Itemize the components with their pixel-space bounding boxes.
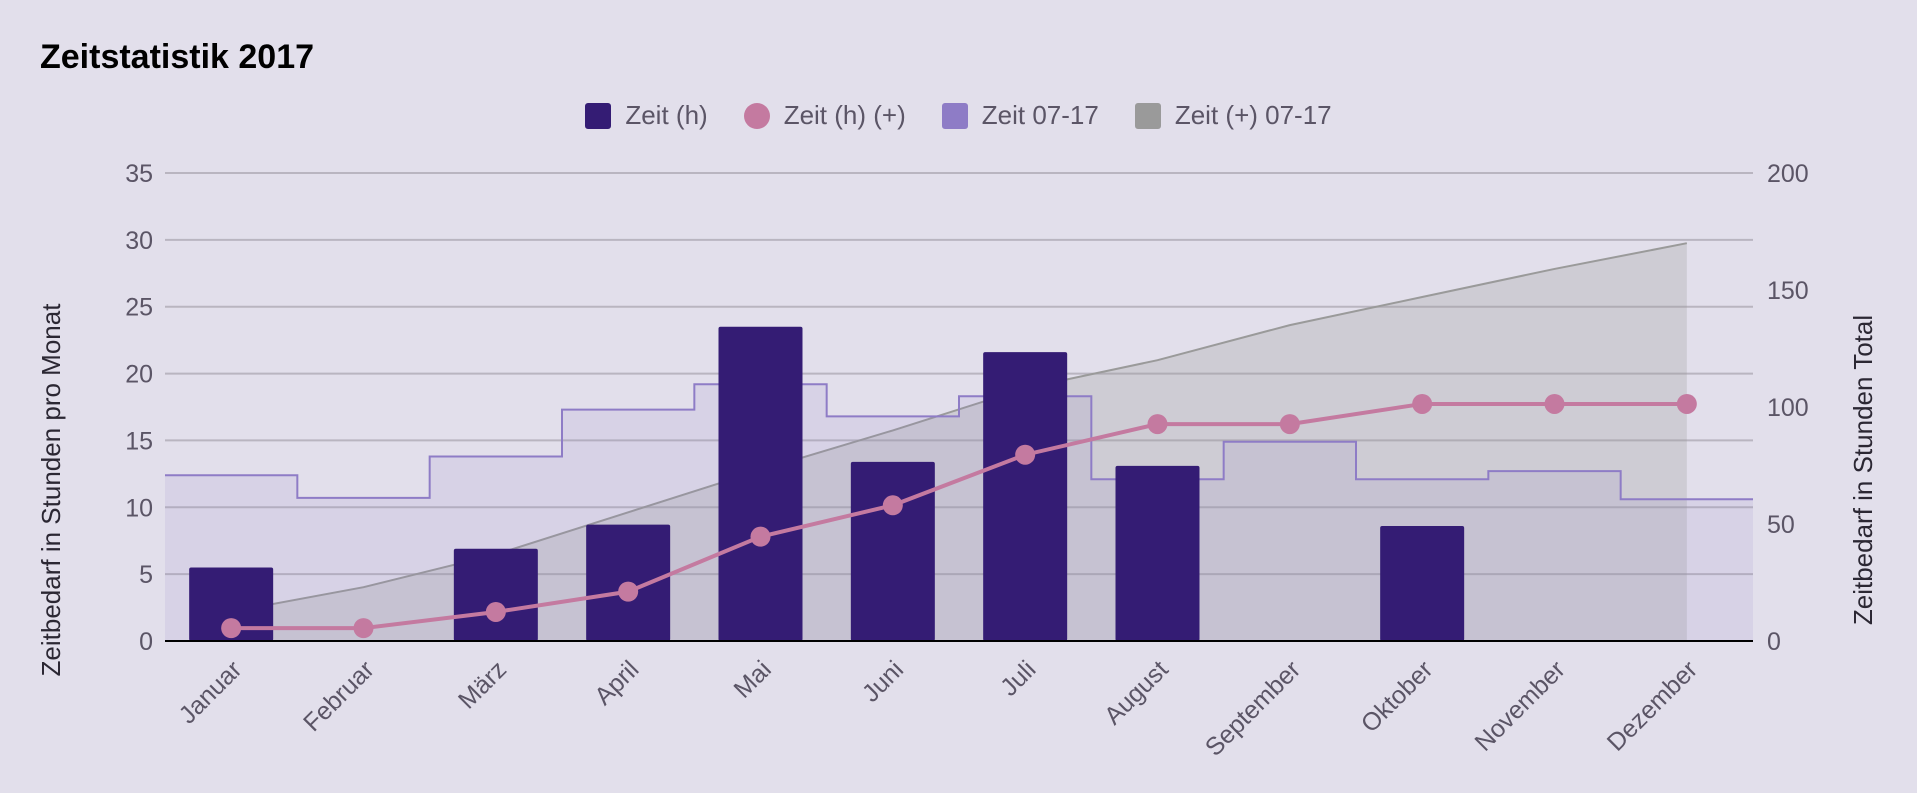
line-point xyxy=(221,618,242,639)
line-point xyxy=(1147,414,1168,435)
legend-swatch-zeit-0717 xyxy=(941,102,968,129)
line-point xyxy=(882,495,903,516)
legend-swatch-zeit xyxy=(585,102,612,129)
line-point xyxy=(485,601,506,622)
legend-label-zeit: Zeit (h) xyxy=(625,100,708,130)
x-tick-label: August xyxy=(1099,655,1174,730)
x-tick-label: Oktober xyxy=(1356,655,1439,738)
legend-item-zeit-0717[interactable]: Zeit 07-17 xyxy=(941,100,1099,131)
bar xyxy=(983,352,1068,641)
legend-swatch-zeit-plus xyxy=(743,102,770,129)
line-point xyxy=(1015,444,1036,465)
bar xyxy=(1115,465,1200,641)
y-axis-title: Zeitbedarf in Stunden pro Monat xyxy=(36,303,66,677)
legend-label-zeit-plus: Zeit (h) (+) xyxy=(783,100,906,130)
legend-label-zeit-plus-0717: Zeit (+) 07-17 xyxy=(1174,100,1332,130)
line-point xyxy=(1279,414,1300,435)
x-tick-label: März xyxy=(453,655,512,714)
y-tick-label: 15 xyxy=(125,427,153,455)
y2-tick-label: 150 xyxy=(1767,277,1809,305)
x-tick-label: Mai xyxy=(728,655,776,703)
step-area-line xyxy=(165,383,1753,501)
y-tick-label: 25 xyxy=(125,294,153,322)
line-point xyxy=(750,526,771,547)
line-point xyxy=(353,618,374,639)
cumulative-series-line xyxy=(231,401,1687,631)
y-tick-label: 20 xyxy=(125,361,153,389)
y2-tick-label: 0 xyxy=(1767,628,1781,656)
line-point xyxy=(1676,393,1697,414)
bars xyxy=(189,326,1465,641)
y-tick-label: 10 xyxy=(125,494,153,522)
gridlines xyxy=(165,172,1753,576)
chart-title: Zeitstatistik 2017 xyxy=(40,38,315,76)
x-tick-label: April xyxy=(589,655,644,710)
legend-item-zeit[interactable]: Zeit (h) xyxy=(585,100,708,131)
reference-step-area xyxy=(165,383,1753,641)
line-point xyxy=(618,581,639,602)
x-tick-label: Februar xyxy=(298,655,380,737)
legend-item-zeit-plus[interactable]: Zeit (h) (+) xyxy=(743,100,906,131)
y2-tick-label: 50 xyxy=(1767,511,1795,539)
y-tick-label: 30 xyxy=(125,227,153,255)
legend-item-zeit-plus-0717[interactable]: Zeit (+) 07-17 xyxy=(1134,100,1332,131)
bar xyxy=(1380,526,1465,641)
y2-tick-label: 100 xyxy=(1767,394,1809,422)
bar xyxy=(718,326,803,641)
line-point xyxy=(1412,393,1433,414)
y-tick-label: 5 xyxy=(139,561,153,589)
y-tick-label: 0 xyxy=(139,628,153,656)
x-tick-label: Januar xyxy=(174,655,248,729)
cumulative-line xyxy=(221,393,1697,639)
legend-swatch-zeit-plus-0717 xyxy=(1134,102,1161,129)
bar xyxy=(453,548,538,641)
legend: Zeit (h) Zeit (h) (+) Zeit 07-17 Zeit (+… xyxy=(0,100,1917,131)
x-tick-label: September xyxy=(1200,655,1306,761)
x-tick-label: Dezember xyxy=(1602,655,1703,756)
x-tick-label: Juli xyxy=(995,655,1041,701)
y-tick-label: 35 xyxy=(125,160,153,188)
y2-tick-label: 200 xyxy=(1767,160,1809,188)
bar xyxy=(189,567,274,641)
line-point xyxy=(1544,393,1565,414)
y2-axis-title: Zeitbedarf in Stunden Total xyxy=(1848,315,1878,625)
legend-label-zeit-0717: Zeit 07-17 xyxy=(981,100,1099,130)
x-tick-label: Juni xyxy=(857,655,909,707)
x-tick-label: November xyxy=(1469,655,1570,756)
bar xyxy=(850,461,935,641)
